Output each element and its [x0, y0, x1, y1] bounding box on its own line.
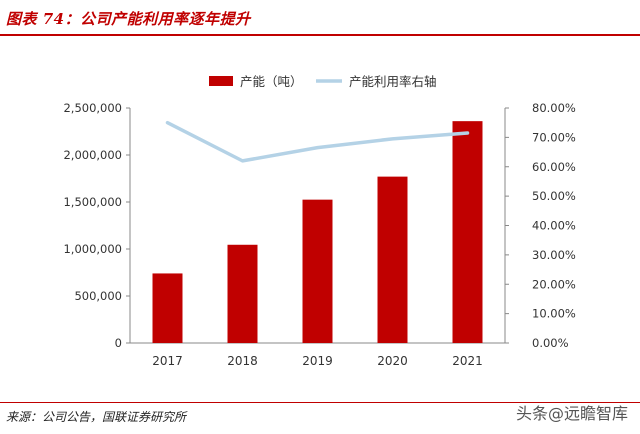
- x-tick-label: 2017: [152, 354, 183, 368]
- y-left-tick-label: 2,000,000: [63, 148, 122, 162]
- footer-rule: [0, 402, 640, 403]
- x-tick-label: 2019: [302, 354, 333, 368]
- source-note: 来源：公司公告，国联证券研究所: [6, 410, 187, 424]
- title-rule: [0, 34, 640, 36]
- x-tick-label: 2021: [452, 354, 483, 368]
- y-left-tick-label: 0: [115, 336, 122, 350]
- y-left-tick-label: 1,500,000: [63, 195, 122, 209]
- bar: [152, 273, 183, 343]
- y-left-tick-label: 2,500,000: [63, 101, 122, 115]
- y-right-tick-label: 40.00%: [532, 219, 576, 233]
- bar: [227, 244, 258, 343]
- y-left-tick-label: 500,000: [74, 289, 122, 303]
- figure-header: 图表 74：公司产能利用率逐年提升: [0, 0, 640, 34]
- y-right-tick-label: 60.00%: [532, 160, 576, 174]
- y-right-tick-label: 50.00%: [532, 189, 576, 203]
- legend-label-line: 产能利用率右轴: [349, 74, 437, 89]
- chart: 0 500,000 1,000,000 1,500,000 2,000,000 2,500…: [63, 74, 576, 368]
- figure-title: 图表 74：公司产能利用率逐年提升: [6, 10, 251, 28]
- bar: [452, 121, 483, 343]
- x-tick-label: 2018: [227, 354, 258, 368]
- y-right-tick-label: 0.00%: [532, 336, 569, 350]
- y-right-tick-label: 30.00%: [532, 248, 576, 262]
- watermark-right: 远瞻智库: [563, 404, 628, 423]
- watermark-left: 头条: [515, 404, 548, 423]
- y-right-tick-label: 10.00%: [532, 307, 576, 321]
- y-left-tick-label: 1,000,000: [63, 242, 122, 256]
- x-tick-label: 2020: [377, 354, 408, 368]
- watermark: 头条@远瞻智库: [516, 400, 628, 424]
- y-right-tick-label: 20.00%: [532, 277, 576, 291]
- bar: [377, 176, 408, 343]
- watermark-at: @: [547, 404, 564, 423]
- line-series: [165, 120, 470, 163]
- y-right-tick-label: 70.00%: [532, 130, 576, 144]
- legend-swatch-bar: [209, 76, 233, 86]
- y-right-tick-label: 80.00%: [532, 101, 576, 115]
- legend-label-bar: 产能（吨）: [240, 74, 303, 89]
- bar: [302, 199, 333, 343]
